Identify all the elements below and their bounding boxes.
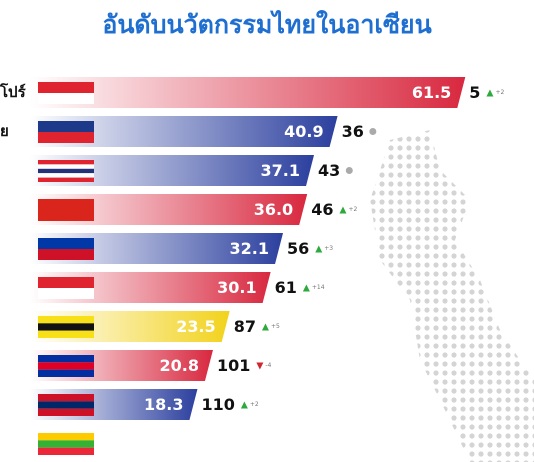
value-label: 37.1 [261,161,300,180]
value-label: 40.9 [284,122,323,141]
change-arrow [486,89,494,97]
value-label: 30.1 [217,278,256,297]
flag-stripe [38,168,94,174]
rank-label: 101 [217,356,250,375]
flag-stripe [38,82,94,93]
change-label: -4 [265,362,271,369]
flag-stripe [38,447,94,455]
flag-stripe [38,173,94,178]
value-label: 20.8 [159,356,198,375]
flag-stripe [38,249,94,260]
value-label: 36.0 [254,200,293,219]
rank-label: 87 [234,317,256,336]
bar [30,155,315,186]
bar [30,116,338,147]
rank-label: 43 [318,161,340,180]
change-label: +2 [495,89,504,96]
change-label: +2 [250,401,259,408]
flag-stripe [38,394,94,402]
map-dots [370,130,534,462]
flag-stripe [38,323,94,331]
category-label: โปร์ [0,82,27,101]
value-label: 61.5 [412,83,451,102]
flag-stripe [38,199,94,221]
flag-stripe [38,238,94,249]
change-arrow [315,245,323,253]
flag-stripe [38,277,94,288]
bar [30,194,308,225]
flag-stripe [38,369,94,377]
rank-label: 110 [201,395,234,414]
flag-stripe [38,433,94,441]
rank-label: 36 [342,122,364,141]
flag-stripe [38,160,94,165]
change-arrow [261,323,269,331]
change-arrow [240,401,248,409]
no-change-dot [369,128,377,135]
rank-label: 56 [287,239,309,258]
value-label: 23.5 [176,317,215,336]
flag-stripe [38,132,94,143]
flag-stripe [38,440,94,448]
change-label: +5 [271,323,280,330]
flag-stripe [38,355,94,363]
flag-stripe [38,121,94,132]
change-arrow [302,284,310,292]
category-label: ย [0,122,9,140]
flag-stripe [38,316,94,324]
value-label: 18.3 [144,395,183,414]
change-label: +3 [324,245,333,252]
no-change-dot [345,167,353,174]
flag-stripe [38,164,94,169]
flag-stripe [38,408,94,416]
flag-stripe [38,362,94,370]
flag-stripe [38,401,94,409]
rank-label: 61 [275,278,297,297]
change-arrow [339,206,347,214]
rank-label: 5 [469,83,480,102]
chart-title: อันดับนวัตกรรมไทยในอาเซียน [102,9,431,39]
change-label: +2 [348,206,357,213]
flag-stripe [38,288,94,299]
flag-stripe [38,177,94,182]
bar [30,77,466,108]
flag-stripe [38,93,94,104]
change-arrow [256,362,264,370]
change-label: +14 [312,284,325,291]
rank-label: 46 [311,200,333,219]
value-label: 32.1 [230,239,269,258]
flag-stripe [38,330,94,338]
